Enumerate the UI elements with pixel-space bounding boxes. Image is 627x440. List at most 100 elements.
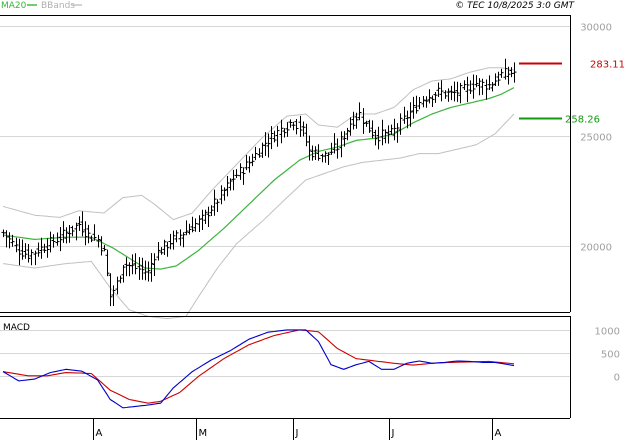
ohlc-bar [417,97,422,110]
ohlc-bar [7,232,12,249]
ohlc-bar [272,130,277,143]
ohlc-bar [430,95,435,107]
ohlc-bar [184,220,189,236]
ohlc-bar [257,148,262,158]
ohlc-bar [137,257,142,280]
macd-title: MACD [3,323,30,333]
time-tick-label: A [96,428,103,439]
ohlc-bar [39,237,44,259]
ohlc-bar [373,129,378,146]
ohlc-bar [89,235,94,243]
ohlc-bar [238,163,243,180]
ohlc-bar [335,138,340,159]
ohlc-bar [178,229,183,246]
bb-upper-line [2,67,515,221]
ohlc-bar [424,96,429,108]
ohlc-bar [354,112,359,129]
ohlc-bar [458,82,463,104]
ohlc-bar [36,242,41,257]
ma20-line [2,87,515,270]
ohlc-bar [48,231,53,253]
macd-axis-ticks: 1000 500 0 [595,327,620,384]
ohlc-bar [111,285,116,306]
macd-tick-label: 1000 [595,327,620,338]
ohlc-bar [282,128,287,138]
source-timestamp: © TEC 10/8/2025 3:0 GMT [455,1,575,11]
ohlc-bar [301,121,306,137]
chart-header: MA20 BBands © TEC 10/8/2025 3:0 GMT [1,1,576,11]
bb-lower-line [2,113,515,320]
macd-tick-label: 0 [614,373,620,384]
ohlc-bar [414,95,419,114]
ohlc-bar [140,257,145,280]
ohlc-bar [61,221,66,243]
ohlc-bar [263,132,268,156]
ohlc-bar [23,243,28,259]
ohlc-bar [96,234,101,248]
ohlc-bar [421,96,426,108]
ohlc-bar [490,82,495,92]
ohlc-bar [206,206,211,227]
ohlc-bar [361,108,366,134]
ohlc-bar [455,81,460,102]
ohlc-bar [279,119,284,144]
ohlc-bar [58,227,63,252]
macd-tick-label: 500 [601,350,620,361]
ohlc-bar [298,115,303,137]
macd-grid [0,330,570,377]
ma20-layer [2,87,515,270]
ohlc-bar [159,247,164,255]
ohlc-bar [174,230,179,243]
ohlc-bar [411,96,416,119]
ohlc-layer [1,58,517,307]
ohlc-bar [332,133,337,154]
ohlc-bar [462,80,467,90]
ohlc-bar [449,85,454,101]
ohlc-bar [26,244,31,263]
ohlc-bar [493,73,498,86]
ohlc-bar [51,234,56,248]
ohlc-bar [121,265,126,283]
ohlc-bar [190,216,195,233]
ohlc-bar [294,119,299,135]
ohlc-bar [310,145,315,161]
ohlc-bar [269,126,274,150]
ohlc-bar [10,234,15,247]
ohlc-bar [33,250,38,266]
ohlc-bar [108,273,113,307]
macd-panel: MACD 1000 500 0 [0,316,620,419]
ohlc-bar [215,199,220,212]
ohlc-bar [149,253,154,282]
ohlc-bar [357,102,362,121]
ohlc-bar [83,221,88,246]
ohlc-bar [389,124,394,136]
ohlc-bar [55,232,60,246]
legend-ma20-label: MA20 [1,1,27,11]
ohlc-bar [345,127,350,141]
ohlc-bar [193,218,198,232]
ohlc-bar [499,68,504,78]
ohlc-bar [181,232,186,248]
ohlc-bar [266,133,271,158]
bb-upper-layer [2,67,515,221]
ohlc-bar [439,80,444,102]
ohlc-bar [244,154,249,171]
ohlc-bar [143,260,148,281]
ohlc-bar [197,215,202,232]
time-tick-label: J [391,428,395,439]
ohlc-bar [471,74,476,99]
ohlc-bar [320,153,325,163]
ohlc-bar [503,58,508,80]
ohlc-bar [326,152,331,165]
ohlc-bar [225,176,230,197]
ohlc-bar [118,275,123,284]
ohlc-bar [376,126,381,150]
ohlc-bar [386,125,391,144]
ohlc-bar [14,237,19,253]
levels-layer: 283.11 258.26 [519,60,625,126]
ohlc-bar [20,239,25,260]
ohlc-bar [275,125,280,147]
ohlc-bar [250,153,255,167]
ohlc-bar [133,253,138,275]
